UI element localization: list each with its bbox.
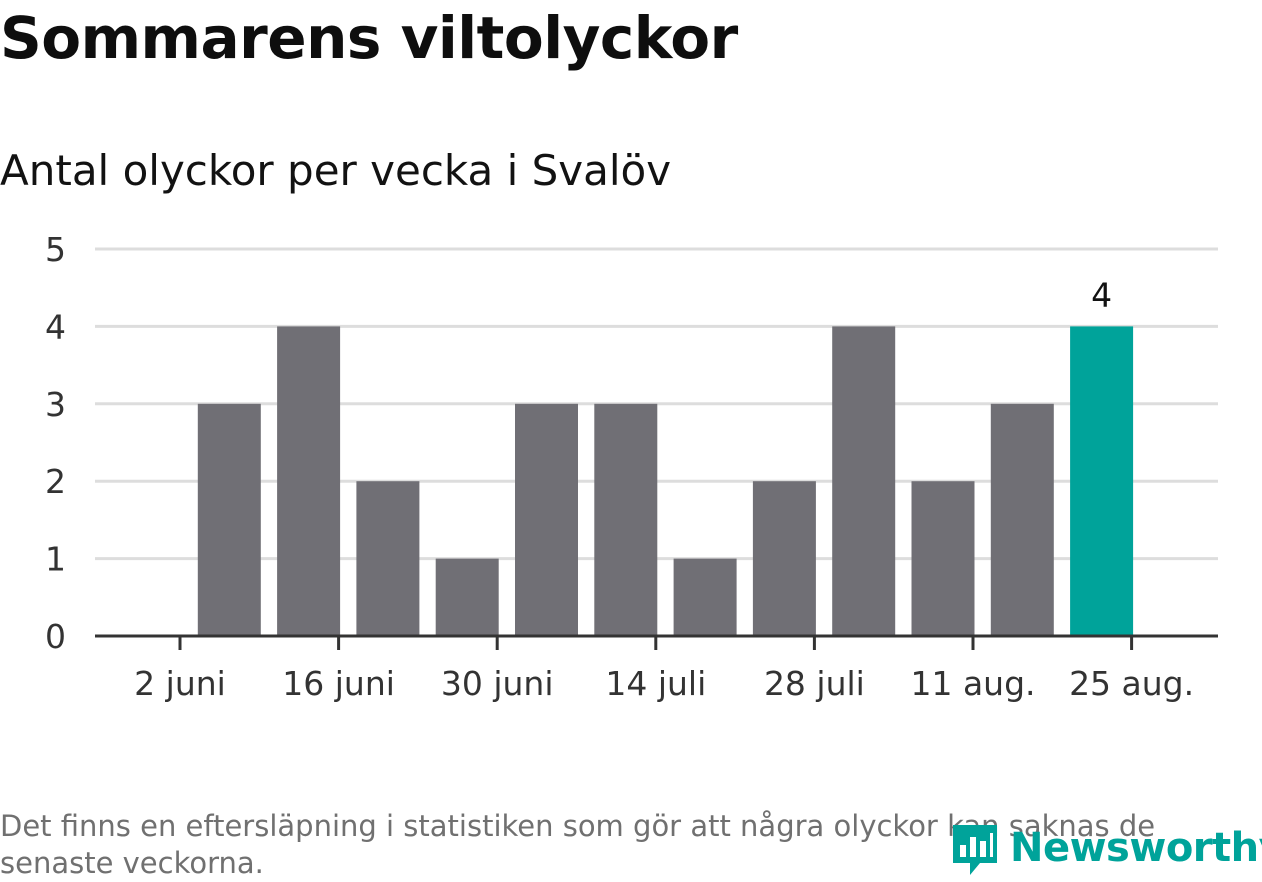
bar-11-aug- <box>911 481 975 636</box>
chart-subtitle: Antal olyckor per vecka i Svalöv <box>0 146 672 195</box>
y-tick-label: 5 <box>45 230 66 269</box>
x-tick-label: 28 juli <box>764 664 865 703</box>
bars <box>197 326 1134 636</box>
y-tick-label: 2 <box>45 462 66 501</box>
y-tick-label: 3 <box>45 385 66 424</box>
bar-9-juni <box>197 403 261 636</box>
y-tick-label: 4 <box>45 307 66 346</box>
newsworthy-logo-icon <box>953 825 997 875</box>
bar-7-juli <box>515 403 578 636</box>
x-tick-label: 2 juni <box>134 664 226 703</box>
x-axis-ticks: 2 juni 16 juni 30 juni 14 juli 28 juli 11 aug… <box>134 636 1194 703</box>
bar-25-aug- <box>1070 326 1134 636</box>
bar-4-aug- <box>832 326 896 636</box>
y-tick-label: 1 <box>45 540 66 579</box>
newsworthy-logo: Newsworthy <box>950 818 1262 878</box>
x-tick-label: 16 juni <box>282 664 395 703</box>
bar-16-juni <box>277 326 341 636</box>
bar-14-juli <box>594 403 658 636</box>
data-label: 4 <box>1091 275 1112 314</box>
data-labels: 4 <box>1091 275 1112 314</box>
bar-21-juli <box>673 558 737 636</box>
chart-title: Sommarens viltolyckor <box>0 4 738 72</box>
x-tick-label: 11 aug. <box>910 664 1035 703</box>
x-tick-label: 25 aug. <box>1069 664 1194 703</box>
bar-28-juli <box>752 481 816 636</box>
x-tick-label: 14 juli <box>605 664 706 703</box>
bar-30-juni <box>435 558 499 636</box>
bar-18-aug- <box>990 403 1054 636</box>
logo-text: Newsworthy <box>1010 825 1262 871</box>
y-tick-label: 0 <box>45 617 66 656</box>
bar-23-juni <box>356 481 420 636</box>
x-tick-label: 30 juni <box>441 664 554 703</box>
y-axis-ticks: 0 1 2 3 4 5 <box>45 230 66 656</box>
